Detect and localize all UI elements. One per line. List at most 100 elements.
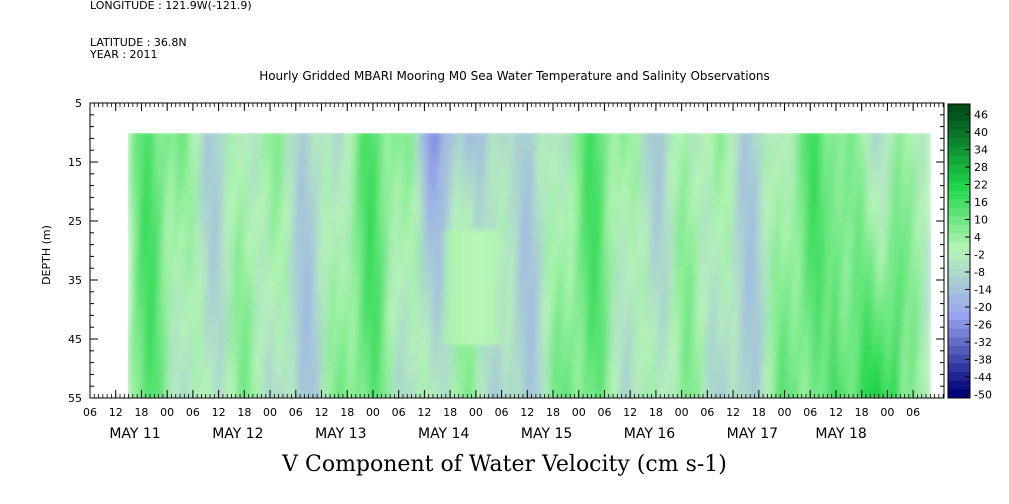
heatmap-cell [494, 291, 501, 302]
heatmap-cell [890, 176, 897, 187]
heatmap-cell [183, 389, 190, 398]
heatmap-cell [534, 141, 541, 151]
heatmap-cell [825, 282, 832, 293]
heatmap-cell [685, 362, 691, 373]
heatmap-cell [830, 256, 837, 267]
heatmap-cell [153, 176, 159, 187]
heatmap-cell [594, 229, 601, 240]
heatmap-cell [915, 389, 922, 398]
heatmap-cell [213, 380, 220, 390]
heatmap-cell [670, 256, 676, 267]
heatmap-cell [404, 167, 410, 178]
heatmap-cell [489, 247, 496, 258]
heatmap-cell [479, 212, 486, 222]
heatmap-cell [288, 159, 295, 169]
heatmap-cell [338, 318, 345, 328]
heatmap-cell [313, 176, 320, 187]
heatmap-cell [915, 282, 922, 293]
heatmap-cell [659, 291, 666, 302]
heatmap-cell [143, 229, 149, 240]
heatmap-cell [775, 389, 782, 398]
heatmap-cell [730, 141, 737, 151]
heatmap-cell [639, 327, 646, 337]
heatmap-cell [313, 291, 320, 302]
heatmap-cell [830, 247, 837, 258]
heatmap-cell [404, 274, 410, 284]
heatmap-cell [273, 212, 280, 222]
heatmap-cell [399, 141, 405, 151]
heatmap-cell [850, 141, 857, 151]
heatmap-cell [278, 256, 285, 267]
heatmap-cell [659, 362, 666, 373]
heatmap-cell [173, 353, 179, 364]
heatmap-cell [283, 300, 290, 311]
heatmap-cell [469, 336, 476, 346]
heatmap-cell [830, 353, 837, 364]
heatmap-cell [665, 309, 671, 320]
heatmap-cell [619, 274, 626, 284]
heatmap-cell [735, 221, 742, 231]
heatmap-cell [404, 380, 410, 390]
heatmap-cell [469, 389, 476, 398]
heatmap-cell [845, 238, 852, 249]
heatmap-cell [810, 133, 817, 143]
heatmap-cell [720, 362, 727, 373]
heatmap-cell [885, 265, 892, 275]
heatmap-cell [614, 274, 621, 284]
heatmap-cell [860, 159, 867, 169]
heatmap-cell [890, 229, 897, 240]
heatmap-cell [348, 353, 355, 364]
heatmap-cell [218, 362, 225, 373]
heatmap-cell [790, 185, 797, 196]
heatmap-cell [303, 274, 310, 284]
heatmap-cell [720, 185, 727, 196]
heatmap-cell [499, 203, 506, 213]
heatmap-cell [278, 309, 285, 320]
heatmap-cell [920, 380, 927, 390]
heatmap-cell [158, 221, 164, 231]
heatmap-cell [855, 194, 862, 205]
heatmap-cell [158, 247, 164, 258]
heatmap-cell [519, 247, 526, 258]
heatmap-cell [735, 300, 742, 311]
heatmap-cell [785, 380, 792, 390]
heatmap-cell [414, 389, 420, 398]
heatmap-cell [539, 159, 546, 169]
heatmap-cell [378, 282, 385, 293]
heatmap-cell [143, 309, 149, 320]
heatmap-cell [735, 265, 742, 275]
heatmap-cell [870, 300, 877, 311]
heatmap-cell [675, 300, 681, 311]
heatmap-cell [419, 256, 425, 267]
heatmap-cell [138, 229, 144, 240]
heatmap-cell [745, 371, 752, 382]
heatmap-cell [544, 327, 551, 337]
heatmap-cell [133, 185, 139, 196]
heatmap-cell [675, 133, 681, 143]
heatmap-cell [198, 238, 205, 249]
heatmap-cell [128, 274, 134, 284]
heatmap-cell [193, 159, 200, 169]
heatmap-cell [810, 141, 817, 151]
heatmap-cell [178, 141, 185, 151]
heatmap-cell [860, 309, 867, 320]
heatmap-cell [835, 167, 842, 178]
heatmap-cell [855, 300, 862, 311]
heatmap-cell [238, 362, 245, 373]
heatmap-cell [198, 221, 205, 231]
heatmap-cell [820, 318, 827, 328]
heatmap-cell [644, 221, 651, 231]
heatmap-cell [203, 336, 210, 346]
heatmap-cell [449, 247, 456, 258]
heatmap-cell [790, 336, 797, 346]
heatmap-cell [439, 291, 445, 302]
heatmap-cell [895, 265, 902, 275]
heatmap-cell [348, 318, 355, 328]
heatmap-cell [855, 336, 862, 346]
heatmap-cell [634, 212, 641, 222]
heatmap-cell [705, 159, 711, 169]
heatmap-cell [770, 300, 777, 311]
heatmap-cell [760, 176, 767, 187]
heatmap-cell [665, 141, 671, 151]
heatmap-cell [128, 221, 134, 231]
